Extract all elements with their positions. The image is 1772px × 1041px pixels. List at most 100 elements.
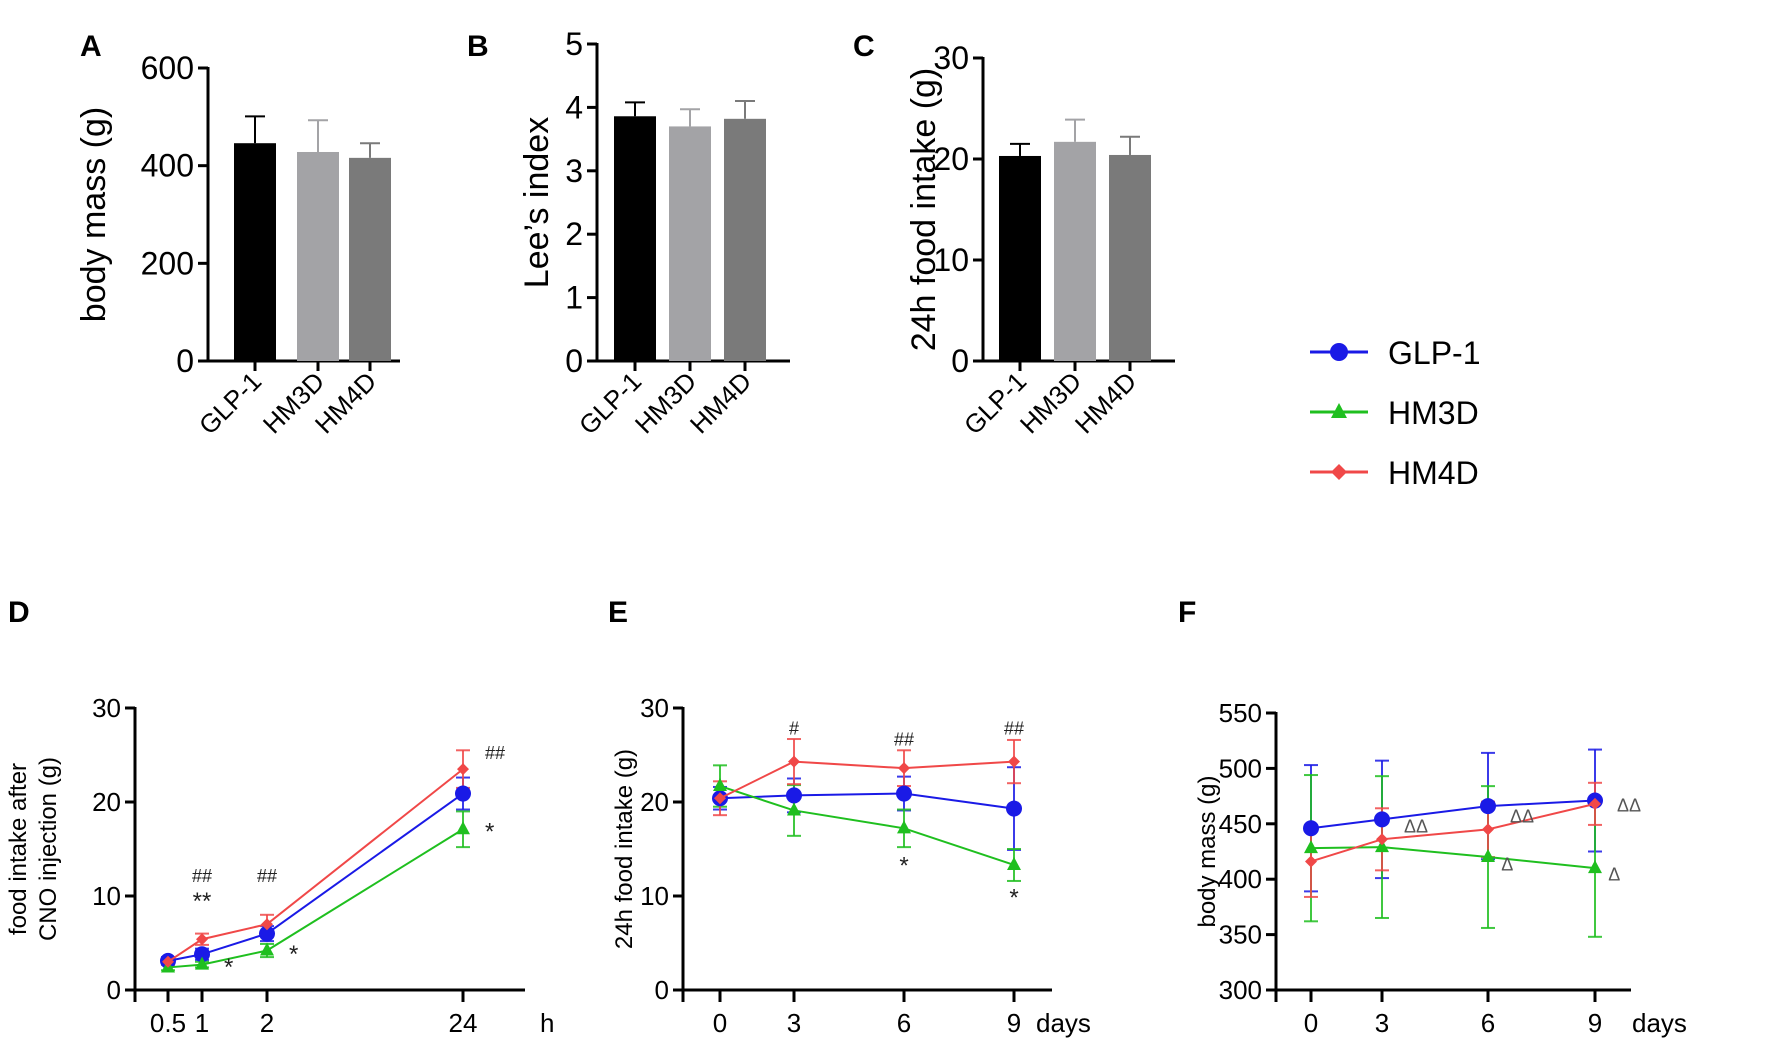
y-tick-label: 2 <box>565 216 583 252</box>
point-GLP-1 <box>194 946 210 963</box>
y-tick-label: 20 <box>933 141 969 177</box>
y-tick-label: 0 <box>951 343 969 379</box>
x-tick-label: HM4D <box>1069 366 1142 439</box>
x-tick-label: 6 <box>897 1008 911 1038</box>
y-axis-label: body mass (g) <box>1194 775 1221 927</box>
significance-annotation: * <box>899 852 908 879</box>
panel-label: E <box>608 596 628 629</box>
point-HM4D <box>196 933 208 946</box>
y-axis-label: 24h food intake (g) <box>905 68 943 352</box>
point-HM3D <box>456 821 470 835</box>
significance-annotation: ** <box>193 888 212 915</box>
y-tick-label: 0 <box>655 975 669 1005</box>
legend-label: GLP-1 <box>1388 335 1480 371</box>
bar-HM3D <box>669 126 711 361</box>
x-tick-label: GLP-1 <box>958 366 1032 440</box>
x-tick-label: 0 <box>1304 1008 1318 1038</box>
y-tick-label: 20 <box>92 787 121 817</box>
y-tick-label: 600 <box>141 50 194 86</box>
point-HM4D <box>261 918 273 931</box>
x-tick-label: 6 <box>1481 1008 1495 1038</box>
point-HM4D <box>1482 823 1494 836</box>
y-tick-label: 10 <box>640 881 669 911</box>
panel-label: A <box>80 30 102 63</box>
y-tick-label: 30 <box>933 40 969 76</box>
x-tick-label: 2 <box>260 1008 274 1038</box>
series-line-HM4D <box>719 760 1015 800</box>
series-line-GLP-1 <box>167 792 464 962</box>
bar-GLP-1 <box>234 143 276 361</box>
x-tick-label: 9 <box>1007 1008 1021 1038</box>
point-HM3D <box>1304 840 1318 854</box>
x-axis-unit: h <box>540 1008 554 1038</box>
y-tick-label: 0 <box>565 343 583 379</box>
bar-HM4D <box>1109 154 1151 361</box>
point-HM4D <box>1376 833 1388 846</box>
y-tick-label: 1 <box>565 280 583 316</box>
series-line-HM3D <box>1310 846 1596 870</box>
point-HM3D <box>1375 839 1389 853</box>
y-axis-label: 24h food intake (g) <box>611 749 638 949</box>
significance-annotation: # <box>789 718 799 738</box>
x-tick-label: 0 <box>713 1008 727 1038</box>
legend: GLP-1 HM3D HM4D <box>1310 335 1480 491</box>
y-tick-label: 0 <box>107 975 121 1005</box>
y-tick-label: 4 <box>565 89 583 125</box>
significance-annotation: * <box>289 941 298 968</box>
point-HM3D <box>1481 849 1495 863</box>
x-tick-label: HM3D <box>1014 366 1087 439</box>
bar-HM4D <box>724 118 766 361</box>
x-tick-label: HM3D <box>629 366 702 439</box>
significance-annotation: ΔΔ <box>1617 796 1641 816</box>
significance-annotation: ΔΔ <box>1404 817 1428 837</box>
point-GLP-1 <box>896 785 912 802</box>
point-HM4D <box>788 755 800 768</box>
point-HM3D <box>1588 860 1602 874</box>
panel-F: F 300 350 400 450 500 550 body mass (g) 0 3 6 9 days… <box>1178 596 1687 1038</box>
significance-annotation: ## <box>1004 718 1024 738</box>
significance-annotation: * <box>224 954 233 981</box>
x-tick-label: 24 <box>449 1008 478 1038</box>
significance-annotation: ## <box>485 743 505 763</box>
x-tick-label: HM4D <box>684 366 757 439</box>
y-tick-label: 400 <box>141 148 194 184</box>
y-tick-label: 550 <box>1219 698 1262 728</box>
x-axis-unit: days <box>1036 1008 1091 1038</box>
series-line-GLP-1 <box>1310 799 1596 830</box>
significance-annotation: ΔΔ <box>1510 807 1534 827</box>
point-HM4D <box>457 763 469 776</box>
y-axis-label: Lee’s index <box>518 117 556 288</box>
y-tick-label: 3 <box>565 153 583 189</box>
x-tick-label: 9 <box>1588 1008 1602 1038</box>
series-line-HM4D <box>167 768 464 963</box>
y-axis-label: body mass (g) <box>75 107 113 322</box>
legend-marker-triangle <box>1331 403 1347 418</box>
point-GLP-1 <box>1006 800 1022 817</box>
panel-label: C <box>853 30 875 63</box>
panel-label: B <box>467 30 489 63</box>
y-tick-label: 0 <box>176 343 194 379</box>
legend-label: HM4D <box>1388 455 1479 491</box>
significance-annotation: Δ <box>1501 854 1513 874</box>
bar-GLP-1 <box>999 155 1041 361</box>
y-tick-label: 5 <box>565 26 583 62</box>
bar-GLP-1 <box>614 116 656 361</box>
x-tick-label: 1 <box>195 1008 209 1038</box>
y-tick-label: 30 <box>92 693 121 723</box>
x-tick-label: GLP-1 <box>193 366 267 440</box>
y-tick-label: 20 <box>640 787 669 817</box>
point-GLP-1 <box>786 787 802 804</box>
point-HM4D <box>162 955 174 968</box>
y-axis-label: food intake after <box>5 763 32 935</box>
significance-annotation: Δ <box>1608 864 1620 884</box>
legend-marker-diamond <box>1331 464 1347 480</box>
point-HM3D <box>713 778 727 792</box>
point-GLP-1 <box>1303 820 1319 837</box>
point-HM3D <box>1007 856 1021 870</box>
point-GLP-1 <box>455 785 471 802</box>
significance-annotation: * <box>485 819 494 846</box>
